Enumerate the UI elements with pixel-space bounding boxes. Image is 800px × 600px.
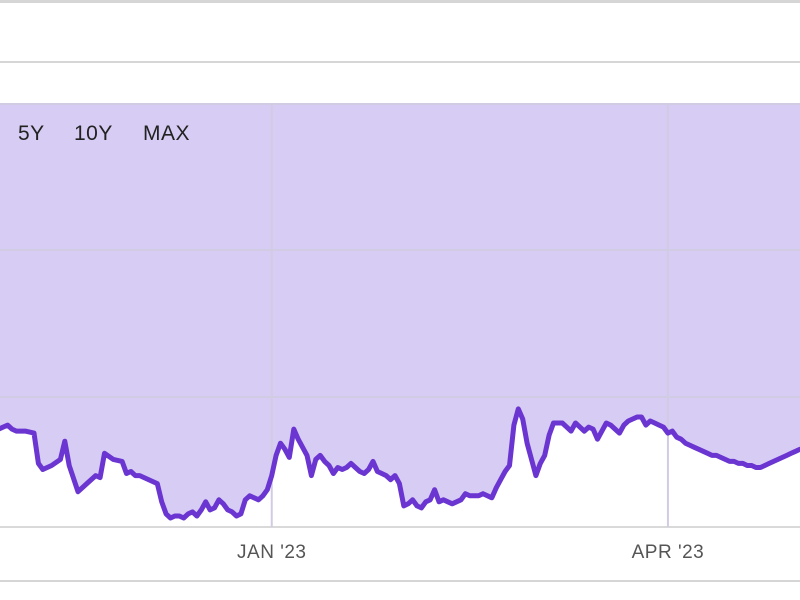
x-axis-ticks: JAN '23 APR '23 (237, 542, 704, 563)
series-line[interactable] (0, 406, 800, 521)
range-tab-5y[interactable]: 5Y (18, 118, 45, 150)
chart-grid-overlay (0, 103, 800, 527)
range-tab-10y[interactable]: 10Y (74, 118, 113, 150)
x-tick-label-0: JAN '23 (237, 542, 306, 563)
x-tick-label-1: APR '23 (632, 542, 705, 563)
chart-area-fill (0, 104, 800, 518)
header-divider (0, 61, 800, 63)
top-divider (0, 0, 800, 3)
range-tab-max[interactable]: MAX (143, 118, 190, 150)
bottom-divider (0, 580, 800, 582)
